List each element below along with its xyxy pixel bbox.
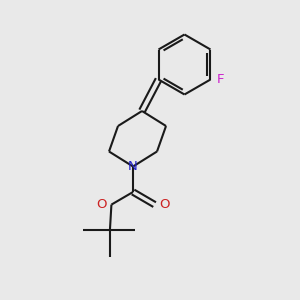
Text: O: O	[160, 197, 170, 211]
Text: N: N	[128, 160, 138, 173]
Text: O: O	[96, 197, 106, 211]
Text: F: F	[217, 73, 225, 86]
